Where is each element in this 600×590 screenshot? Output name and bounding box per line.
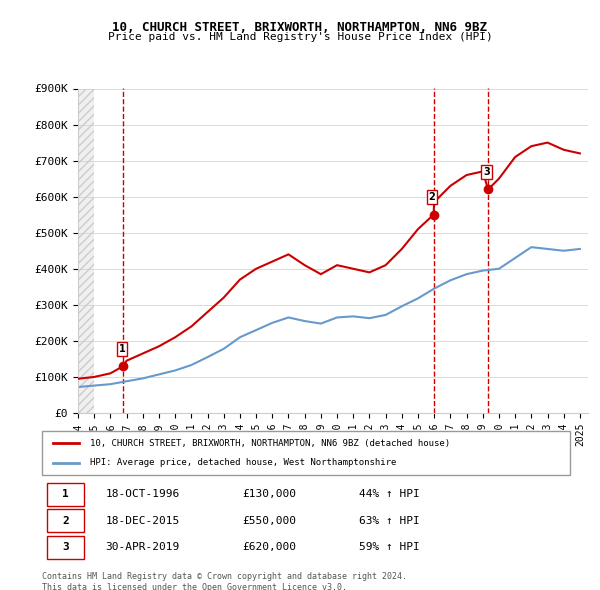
- FancyBboxPatch shape: [47, 509, 84, 532]
- Text: HPI: Average price, detached house, West Northamptonshire: HPI: Average price, detached house, West…: [89, 458, 396, 467]
- Text: 1: 1: [62, 490, 69, 499]
- Text: 2: 2: [428, 192, 436, 202]
- Text: 1: 1: [118, 344, 125, 354]
- Text: £130,000: £130,000: [242, 490, 296, 499]
- Text: 18-OCT-1996: 18-OCT-1996: [106, 490, 179, 499]
- FancyBboxPatch shape: [47, 536, 84, 559]
- Text: 63% ↑ HPI: 63% ↑ HPI: [359, 516, 419, 526]
- Bar: [78, 88, 94, 413]
- Text: £550,000: £550,000: [242, 516, 296, 526]
- Text: 10, CHURCH STREET, BRIXWORTH, NORTHAMPTON, NN6 9BZ: 10, CHURCH STREET, BRIXWORTH, NORTHAMPTO…: [113, 21, 487, 34]
- Text: 30-APR-2019: 30-APR-2019: [106, 542, 179, 552]
- Text: £620,000: £620,000: [242, 542, 296, 552]
- Text: 2: 2: [62, 516, 69, 526]
- FancyBboxPatch shape: [47, 483, 84, 506]
- Text: 3: 3: [62, 542, 69, 552]
- Text: 3: 3: [483, 167, 490, 177]
- Text: Contains HM Land Registry data © Crown copyright and database right 2024.
This d: Contains HM Land Registry data © Crown c…: [42, 572, 407, 590]
- Text: 44% ↑ HPI: 44% ↑ HPI: [359, 490, 419, 499]
- Text: 59% ↑ HPI: 59% ↑ HPI: [359, 542, 419, 552]
- Text: Price paid vs. HM Land Registry's House Price Index (HPI): Price paid vs. HM Land Registry's House …: [107, 32, 493, 42]
- FancyBboxPatch shape: [42, 431, 570, 475]
- Text: 10, CHURCH STREET, BRIXWORTH, NORTHAMPTON, NN6 9BZ (detached house): 10, CHURCH STREET, BRIXWORTH, NORTHAMPTO…: [89, 438, 449, 448]
- Text: 18-DEC-2015: 18-DEC-2015: [106, 516, 179, 526]
